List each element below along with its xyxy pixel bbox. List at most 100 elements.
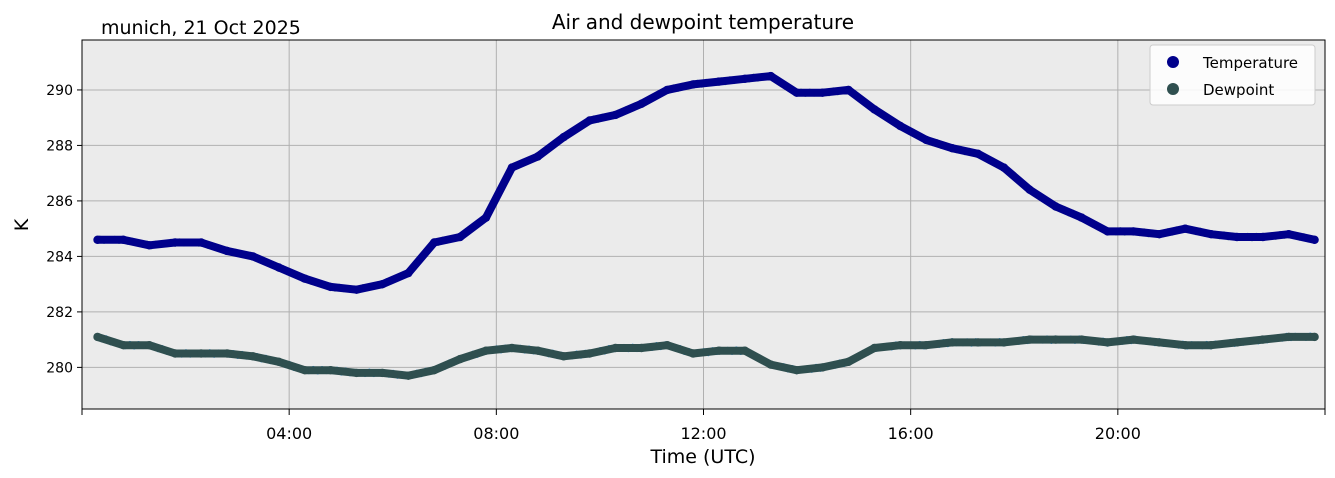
data-point-temperature xyxy=(171,238,180,247)
data-point-temperature xyxy=(1232,232,1242,242)
data-point-temperature xyxy=(870,105,879,114)
data-point-dewpoint xyxy=(326,366,335,375)
data-point-temperature xyxy=(248,252,258,261)
data-point-temperature xyxy=(1155,230,1164,239)
x-axis-label: Time (UTC) xyxy=(649,446,755,468)
data-point-temperature xyxy=(93,235,102,244)
data-point-temperature xyxy=(688,80,698,89)
series-line-temperature xyxy=(93,72,1319,294)
x-tick-label: 04:00 xyxy=(266,424,312,443)
y-tick-label: 284 xyxy=(46,249,73,265)
data-point-temperature xyxy=(455,232,465,242)
data-point-temperature xyxy=(404,268,413,278)
data-point-dewpoint xyxy=(378,368,387,378)
data-point-dewpoint xyxy=(585,349,594,358)
data-point-dewpoint xyxy=(300,366,309,375)
legend: Temperature Dewpoint xyxy=(1149,44,1316,106)
data-point-dewpoint xyxy=(611,343,620,353)
data-point-temperature xyxy=(533,152,542,161)
data-point-dewpoint xyxy=(663,341,672,350)
data-point-temperature xyxy=(1181,224,1190,233)
chart-title: Air and dewpoint temperature xyxy=(552,10,854,34)
data-point-dewpoint xyxy=(1129,335,1138,344)
data-point-dewpoint xyxy=(896,341,905,350)
data-point-temperature xyxy=(430,238,439,247)
data-point-dewpoint xyxy=(792,366,801,375)
legend-marker-dewpoint xyxy=(1167,83,1179,95)
data-point-dewpoint xyxy=(973,338,983,347)
legend-box xyxy=(1149,44,1316,106)
data-point-dewpoint xyxy=(274,357,283,366)
data-point-dewpoint xyxy=(1103,338,1112,347)
data-point-dewpoint xyxy=(947,338,957,347)
series-layer xyxy=(93,71,1319,380)
data-point-temperature xyxy=(999,163,1009,172)
data-point-dewpoint xyxy=(248,352,258,361)
data-point-dewpoint xyxy=(93,332,102,342)
data-point-temperature xyxy=(844,85,853,95)
data-point-dewpoint xyxy=(922,341,931,350)
data-point-temperature xyxy=(585,116,594,125)
data-point-temperature xyxy=(637,99,646,109)
data-point-temperature xyxy=(222,246,232,256)
data-point-dewpoint xyxy=(637,343,646,353)
data-point-temperature xyxy=(378,280,387,289)
data-point-temperature xyxy=(766,71,775,81)
data-point-dewpoint xyxy=(1181,341,1190,350)
y-axis-ticks: 280 282 284 286 288 290 xyxy=(46,83,82,376)
data-point-temperature xyxy=(1051,202,1060,211)
data-point-temperature xyxy=(326,282,335,292)
y-tick-label: 282 xyxy=(46,305,73,321)
data-point-dewpoint xyxy=(1155,338,1164,347)
data-point-temperature xyxy=(973,149,983,158)
data-point-temperature xyxy=(352,285,361,294)
grid-lines xyxy=(82,40,1325,409)
data-point-temperature xyxy=(818,88,827,97)
data-point-temperature xyxy=(1310,235,1319,244)
y-tick-label: 288 xyxy=(46,138,73,154)
data-point-dewpoint xyxy=(196,349,206,358)
data-point-temperature xyxy=(896,121,905,131)
data-point-dewpoint xyxy=(1206,341,1216,350)
y-tick-label: 286 xyxy=(46,194,73,210)
data-point-temperature xyxy=(922,135,931,145)
data-point-dewpoint xyxy=(145,341,154,350)
data-point-temperature xyxy=(274,263,283,272)
data-point-temperature xyxy=(1025,185,1035,194)
data-point-temperature xyxy=(559,132,568,142)
data-point-temperature xyxy=(507,163,517,172)
data-point-dewpoint xyxy=(222,349,232,358)
data-point-dewpoint xyxy=(507,343,517,353)
data-point-temperature xyxy=(145,241,154,250)
data-point-dewpoint xyxy=(455,354,465,364)
data-point-temperature xyxy=(740,74,750,84)
data-point-dewpoint xyxy=(430,366,439,375)
x-tick-label: 16:00 xyxy=(888,424,934,443)
data-point-dewpoint xyxy=(714,346,724,355)
data-point-dewpoint xyxy=(870,343,879,353)
data-point-temperature xyxy=(947,144,957,153)
data-point-temperature xyxy=(300,274,309,283)
data-point-temperature xyxy=(1129,227,1138,236)
data-point-dewpoint xyxy=(818,363,827,372)
data-point-dewpoint xyxy=(766,360,775,369)
data-point-dewpoint xyxy=(999,338,1009,347)
x-tick-label: 08:00 xyxy=(473,424,519,443)
data-point-temperature xyxy=(1284,230,1293,239)
data-point-dewpoint xyxy=(740,346,750,355)
x-tick-label: 12:00 xyxy=(680,424,726,443)
data-point-dewpoint xyxy=(688,349,698,358)
chart-subtitle: munich, 21 Oct 2025 xyxy=(101,17,301,39)
data-point-dewpoint xyxy=(533,346,542,355)
data-point-dewpoint xyxy=(481,346,491,355)
series-line-dewpoint xyxy=(93,332,1319,380)
legend-label-temperature: Temperature xyxy=(1202,54,1298,72)
data-point-dewpoint xyxy=(171,349,180,358)
data-point-temperature xyxy=(792,88,801,97)
data-point-temperature xyxy=(196,238,206,247)
data-point-temperature xyxy=(1206,230,1216,239)
data-point-temperature xyxy=(1077,213,1086,222)
y-tick-label: 290 xyxy=(46,83,73,99)
y-axis-label: K xyxy=(11,218,33,231)
